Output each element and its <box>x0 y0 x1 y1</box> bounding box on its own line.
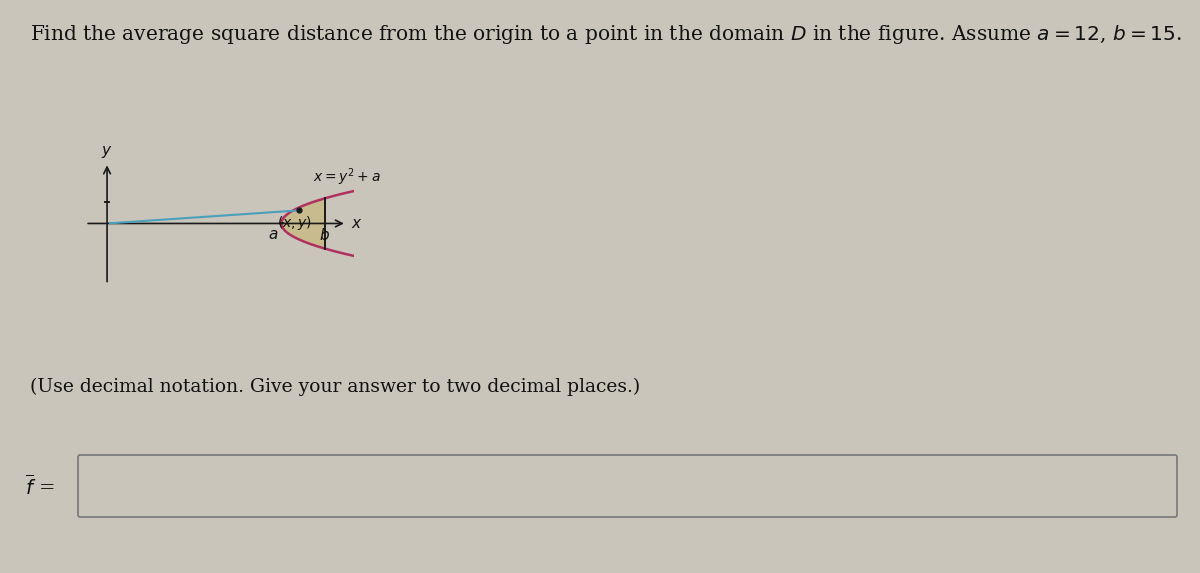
Text: $a$: $a$ <box>268 227 278 242</box>
Text: $(x, y)$: $(x, y)$ <box>277 214 312 232</box>
Text: (Use decimal notation. Give your answer to two decimal places.): (Use decimal notation. Give your answer … <box>30 378 641 397</box>
Text: $x$: $x$ <box>352 216 362 231</box>
FancyBboxPatch shape <box>78 455 1177 517</box>
Text: $x = y^2 + a$: $x = y^2 + a$ <box>313 166 380 188</box>
Text: $y$: $y$ <box>101 144 113 159</box>
Text: $\overline{f}$ =: $\overline{f}$ = <box>25 474 54 499</box>
Text: $b$: $b$ <box>319 227 330 243</box>
Text: Find the average square distance from the origin to a point in the domain $D$ in: Find the average square distance from th… <box>30 23 1182 46</box>
